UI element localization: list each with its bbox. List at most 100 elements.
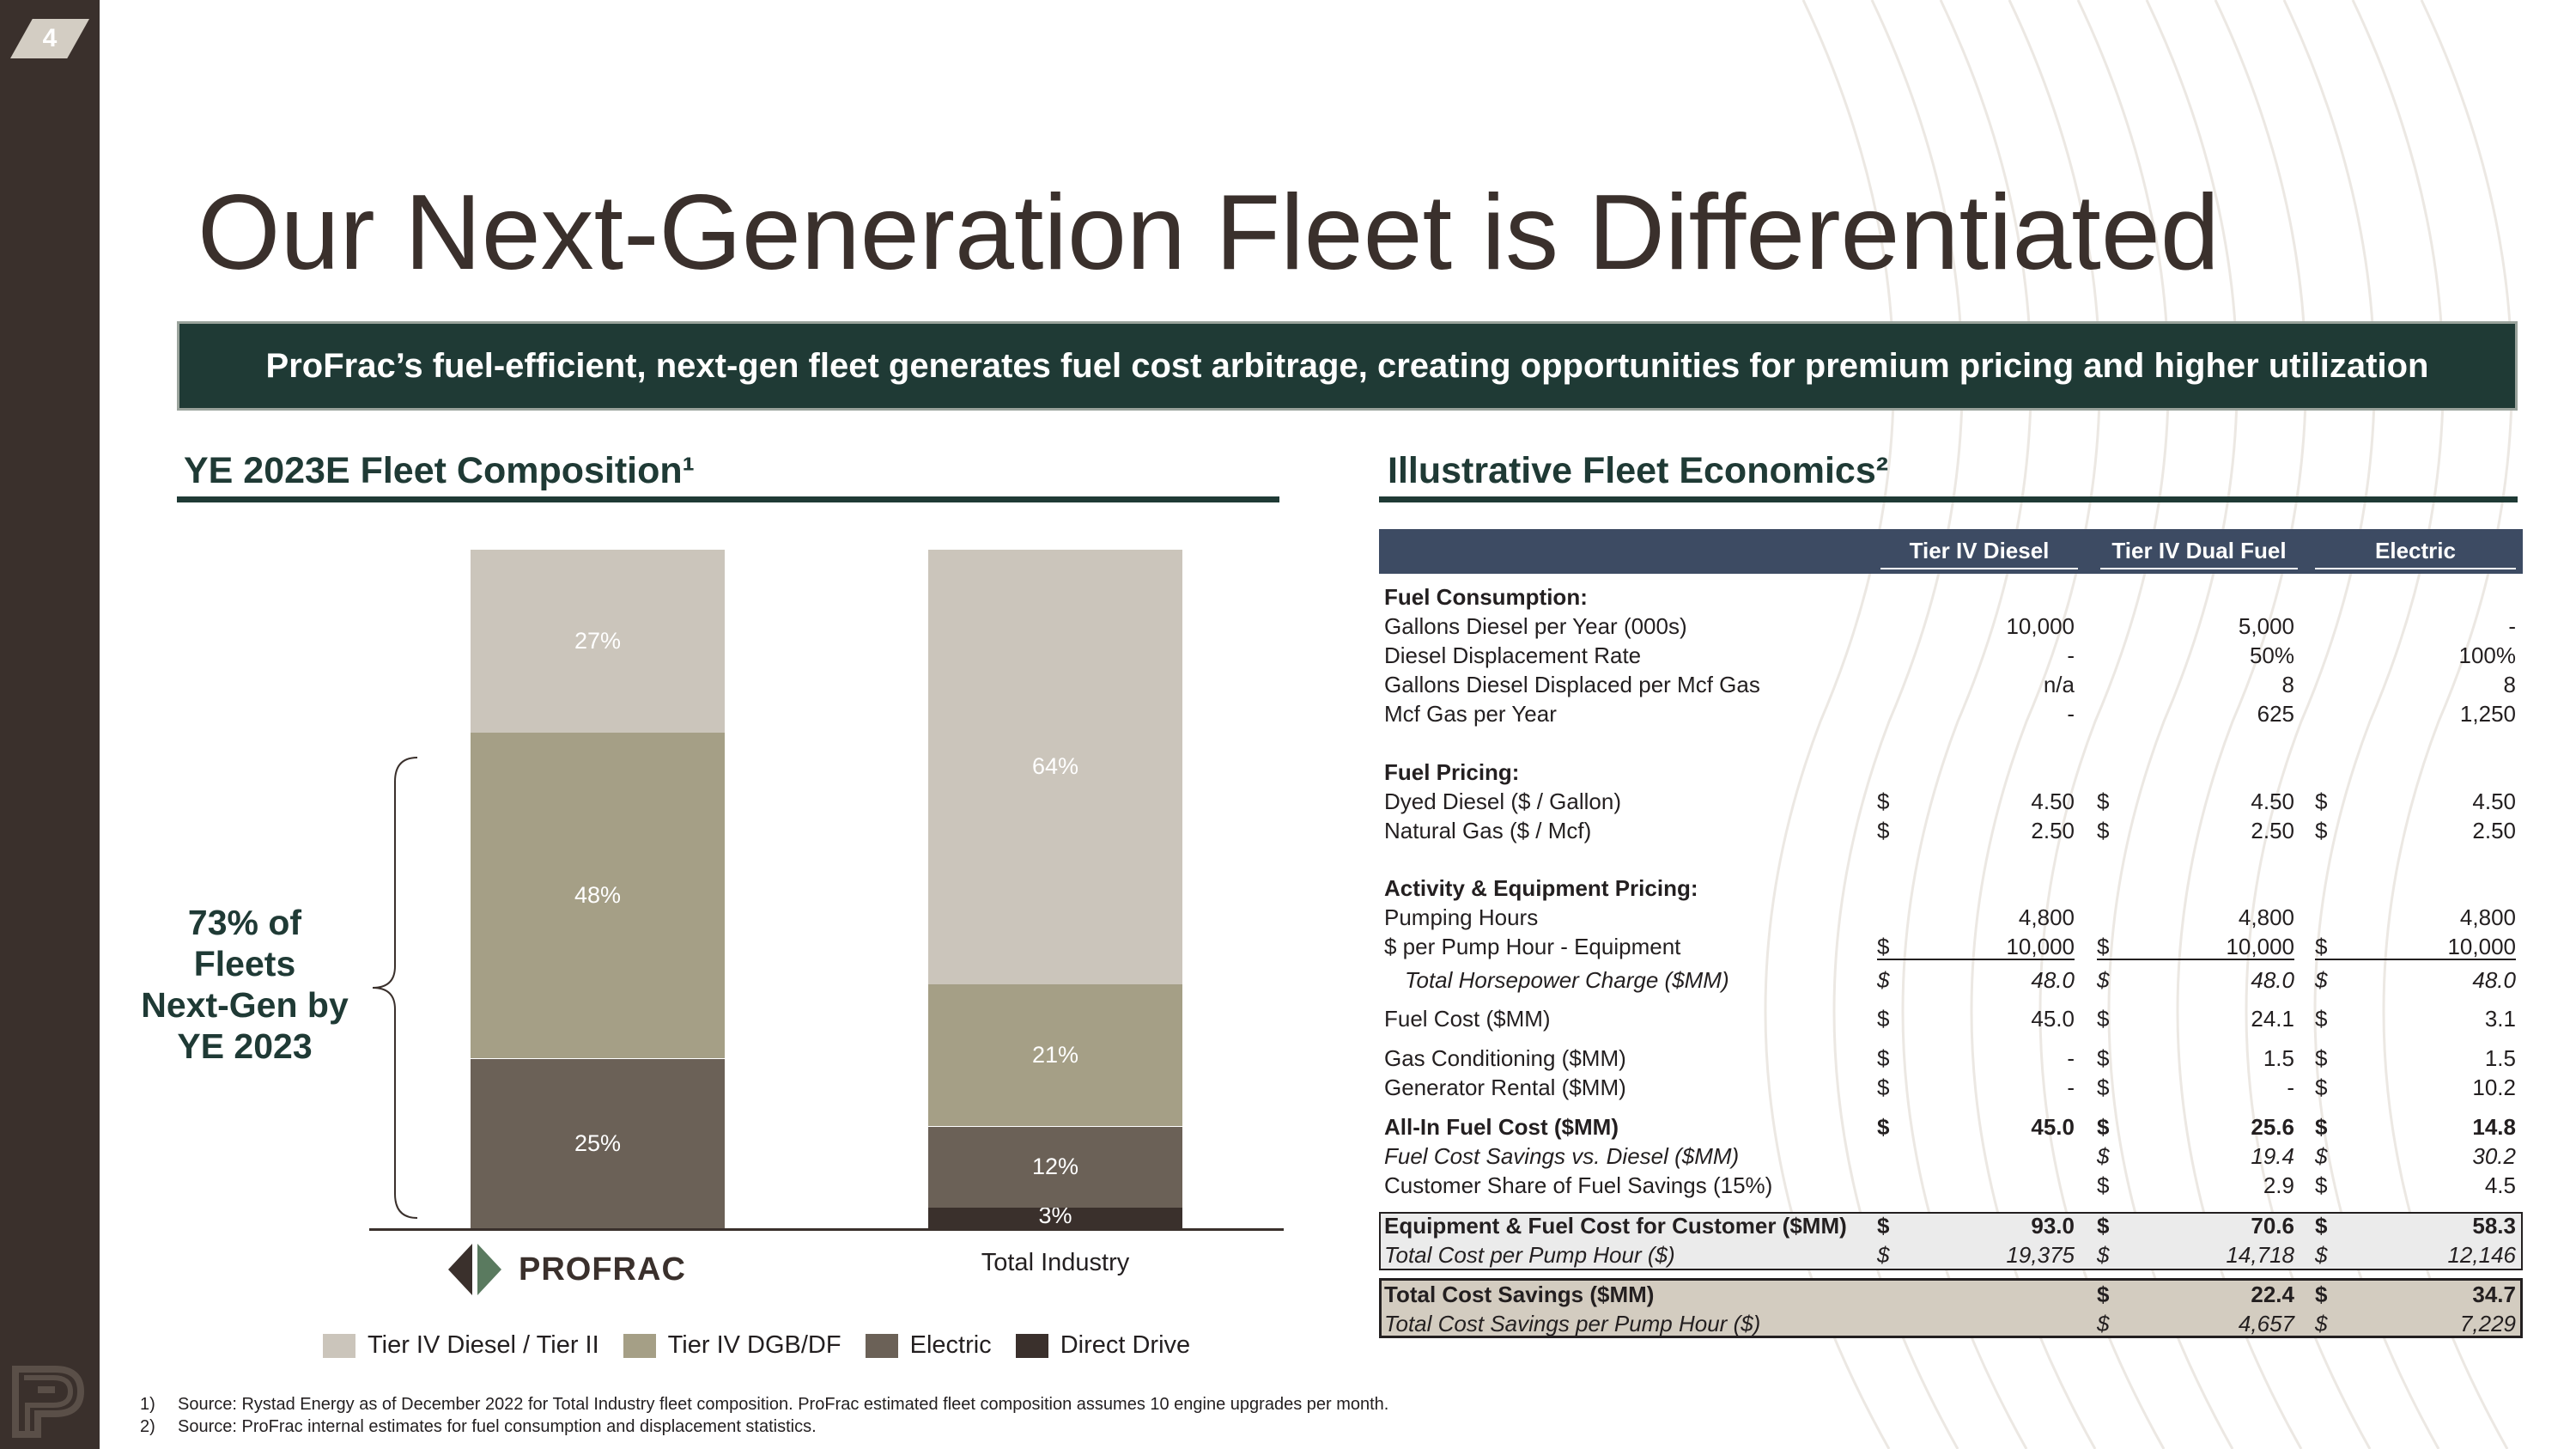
footnote: 1) Source: Rystad Energy as of December 2… — [140, 1393, 1388, 1416]
currency-symbol: $ — [2097, 1006, 2110, 1032]
row-label: Total Cost per Pump Hour ($) — [1384, 1242, 1675, 1268]
table-row: Customer Share of Fuel Savings (15%) $2.9… — [1379, 1171, 2523, 1200]
page-number-badge: 4 — [10, 19, 89, 58]
table-row: Gallons Diesel Displaced per Mcf Gas n/a 8… — [1379, 670, 2523, 699]
table-row: Gallons Diesel per Year (000s) 10,000 5,00… — [1379, 612, 2523, 641]
page-title: Our Next-Generation Fleet is Differentia… — [197, 174, 2220, 292]
data-label: 64% — [1031, 753, 1079, 780]
data-label: 12% — [1031, 1154, 1079, 1180]
bar-segment: 48% — [471, 733, 725, 1059]
callout-line: YE 2023 — [177, 1026, 313, 1066]
cell-value: 24.1 — [2251, 1006, 2294, 1032]
profrac-monogram-icon — [12, 1366, 85, 1438]
cell-value: 1.5 — [2484, 1045, 2516, 1071]
cell-value: 4,800 — [2018, 904, 2075, 930]
legend-swatch — [323, 1333, 355, 1358]
cell-value: 4.50 — [2472, 788, 2516, 814]
table-row: Fuel Pricing: — [1379, 758, 2523, 787]
currency-symbol: $ — [2097, 1213, 2110, 1239]
footnotes: 1) Source: Rystad Energy as of December 2… — [140, 1393, 1388, 1438]
row-label: Customer Share of Fuel Savings (15%) — [1384, 1172, 1773, 1198]
currency-symbol: $ — [2315, 1311, 2328, 1336]
subtotal-rule — [1877, 959, 2075, 960]
data-label: 21% — [1031, 1042, 1079, 1068]
cell-value: 1.5 — [2263, 1045, 2294, 1071]
currency-symbol: $ — [2097, 1045, 2110, 1071]
table-row: Total Cost Savings ($MM) $22.4 $34.7 — [1379, 1280, 2523, 1309]
footnote-text: Source: Rystad Energy as of December 202… — [178, 1395, 1389, 1414]
currency-symbol: $ — [2315, 1045, 2328, 1071]
cell-value: 4.50 — [2251, 788, 2294, 814]
bar-segment: 25% — [471, 1058, 725, 1228]
table-row: Gas Conditioning ($MM) $ - $1.5 $1.5 — [1379, 1044, 2523, 1073]
row-label: Activity & Equipment Pricing: — [1384, 875, 1698, 901]
cell-value: 1,250 — [2459, 701, 2516, 727]
cell-value: 10,000 — [2447, 934, 2516, 959]
table-row: Diesel Displacement Rate - 50% 100% — [1379, 641, 2523, 670]
column-header: Tier IV Dual Fuel — [2100, 538, 2298, 569]
next-gen-callout: 73% of Fleets Next-Gen by YE 2023 — [129, 902, 361, 1067]
table-row: Dyed Diesel ($ / Gallon) $4.50 $4.50 $4.50 — [1379, 787, 2523, 816]
row-label: All-In Fuel Cost ($MM) — [1384, 1114, 1619, 1140]
total-savings-box — [1379, 1278, 2523, 1338]
currency-symbol: $ — [2315, 1114, 2328, 1140]
cell-value: 10,000 — [2006, 613, 2075, 639]
table-row: Activity & Equipment Pricing: — [1379, 874, 2523, 903]
page-number: 4 — [42, 24, 58, 52]
bar-segment: 64% — [928, 550, 1182, 984]
cell-value: 48.0 — [2472, 967, 2516, 993]
callout-line: Next-Gen by — [141, 985, 349, 1025]
footnote: 2) Source: ProFrac internal estimates for… — [140, 1416, 1388, 1438]
currency-symbol: $ — [2097, 788, 2110, 814]
currency-symbol: $ — [2097, 934, 2110, 959]
bar-segment: 27% — [471, 550, 725, 734]
currency-symbol: $ — [1877, 1045, 1890, 1071]
legend-label: Electric — [909, 1331, 992, 1359]
cell-value: 10,000 — [2226, 934, 2294, 959]
cell-value: 19.4 — [2251, 1143, 2294, 1169]
currency-symbol: $ — [1877, 1006, 1890, 1032]
row-label: Fuel Consumption: — [1384, 584, 1588, 610]
cell-value: 8 — [2281, 672, 2294, 697]
cell-value: 100% — [2458, 642, 2517, 668]
cell-value: - — [2508, 613, 2516, 639]
cell-value: 5,000 — [2238, 613, 2294, 639]
cell-value: - — [2067, 1075, 2075, 1100]
profrac-logo-text: PROFRAC — [519, 1251, 686, 1288]
legend-swatch — [623, 1333, 656, 1358]
legend-item: Electric — [865, 1331, 992, 1360]
table-row: Pumping Hours 4,800 4,800 4,800 — [1379, 903, 2523, 932]
cell-value: 2.50 — [2472, 818, 2516, 843]
cell-value: 48.0 — [2031, 967, 2075, 993]
cell-value: 58.3 — [2472, 1213, 2516, 1239]
profrac-logo-icon — [448, 1244, 501, 1295]
currency-symbol: $ — [2097, 1282, 2110, 1307]
currency-symbol: $ — [2315, 967, 2328, 993]
currency-symbol: $ — [2097, 1311, 2110, 1336]
legend-label: Direct Drive — [1060, 1331, 1191, 1359]
cell-value: 2.50 — [2251, 818, 2294, 843]
table-row: Generator Rental ($MM) $ - $ - $10.2 — [1379, 1073, 2523, 1102]
row-label: Fuel Pricing: — [1384, 759, 1520, 785]
row-label: $ per Pump Hour - Equipment — [1384, 934, 1681, 959]
legend-label: Tier IV DGB/DF — [667, 1331, 841, 1359]
cell-value: 4.5 — [2484, 1172, 2516, 1198]
cell-value: 22.4 — [2251, 1282, 2294, 1307]
currency-symbol: $ — [1877, 1114, 1890, 1140]
row-label: Diesel Displacement Rate — [1384, 642, 1642, 668]
table-row: Natural Gas ($ / Mcf) $2.50 $2.50 $2.50 — [1379, 816, 2523, 845]
cell-value: 14,718 — [2226, 1242, 2294, 1268]
cell-value: n/a — [2043, 672, 2075, 697]
cell-value: 3.1 — [2484, 1006, 2516, 1032]
currency-symbol: $ — [2315, 788, 2328, 814]
profrac-logo: PROFRAC — [447, 1242, 686, 1297]
table-row: All-In Fuel Cost ($MM) $45.0 $25.6 $14.8 — [1379, 1112, 2523, 1142]
currency-symbol: $ — [2097, 818, 2110, 843]
cell-value: 45.0 — [2031, 1114, 2075, 1140]
row-label: Dyed Diesel ($ / Gallon) — [1384, 788, 1621, 814]
cell-value: 10,000 — [2006, 934, 2075, 959]
currency-symbol: $ — [1877, 818, 1890, 843]
row-label: Gas Conditioning ($MM) — [1384, 1045, 1626, 1071]
currency-symbol: $ — [2315, 1242, 2328, 1268]
table-row: Mcf Gas per Year - 625 1,250 — [1379, 699, 2523, 728]
